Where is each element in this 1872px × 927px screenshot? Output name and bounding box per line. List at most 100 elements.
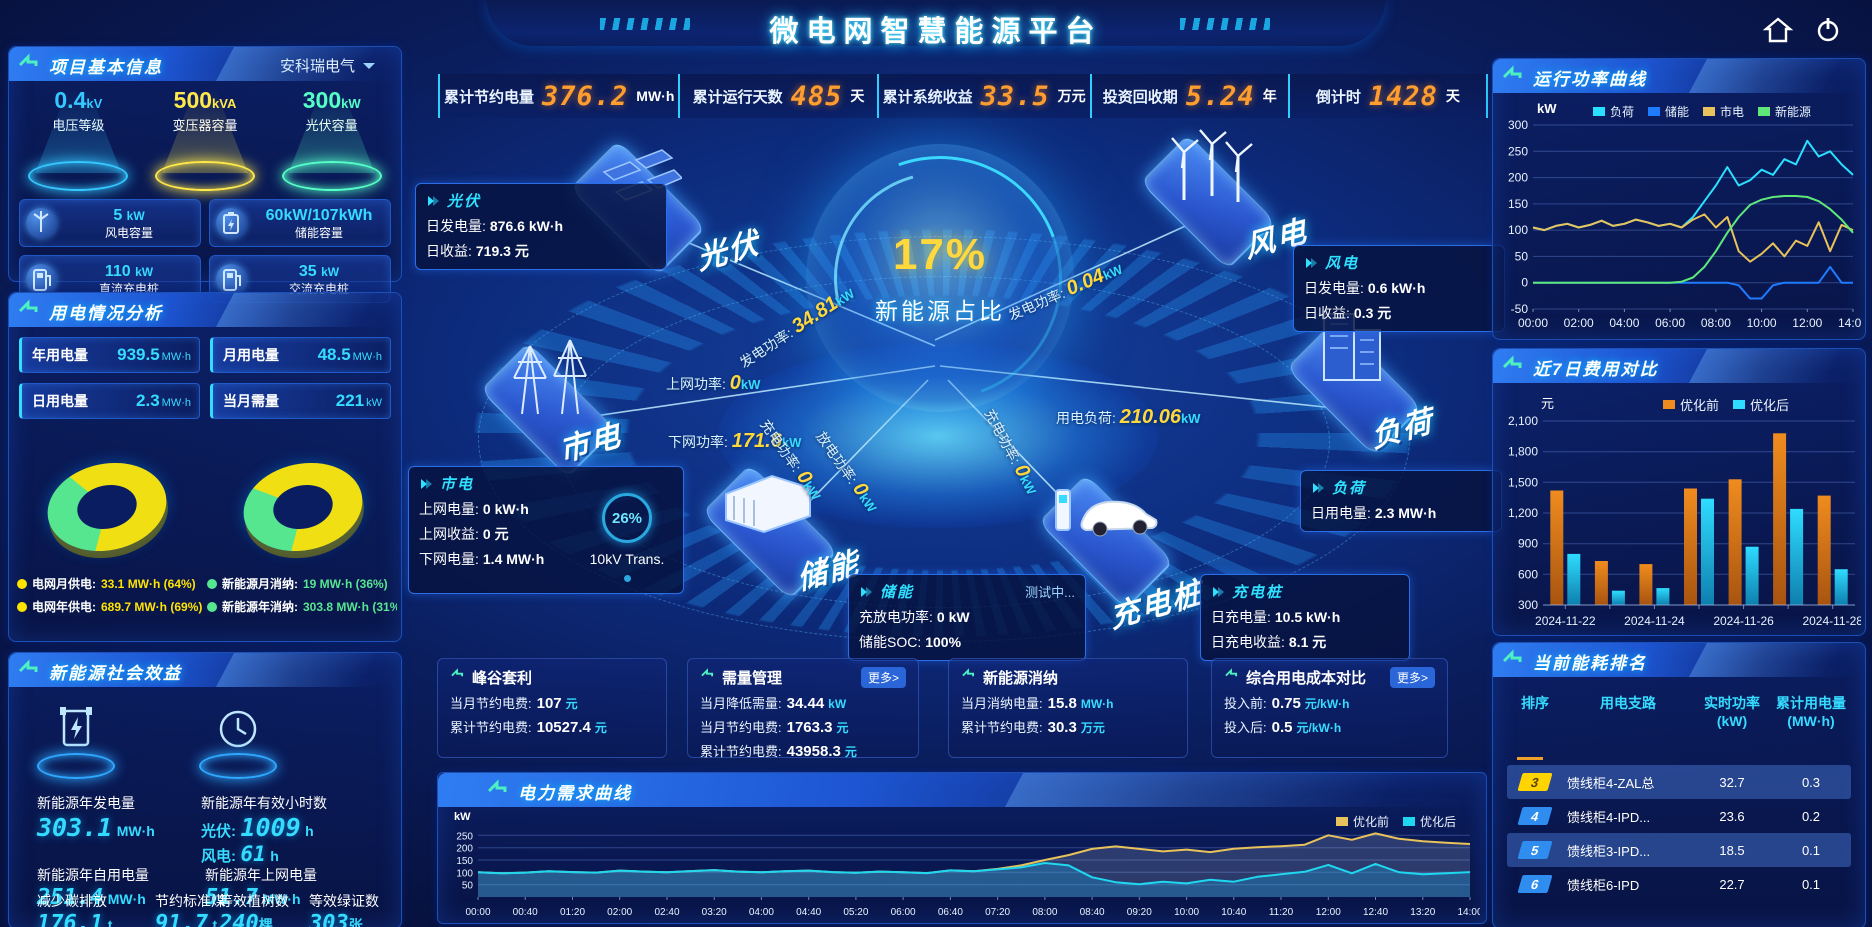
svg-text:00:00: 00:00 [465,907,490,918]
svg-text:04:00: 04:00 [749,907,774,918]
svg-text:1,500: 1,500 [1508,475,1538,489]
info-box-header: 充电桩 [1211,581,1399,602]
chevron-down-icon[interactable] [363,63,375,75]
status-tag: 测试中... [1025,585,1075,600]
stat-value: 2.3 MW·h [136,391,191,410]
panel-corner-icon [700,668,714,687]
info-box-title: 风电 [1325,255,1360,272]
svg-text:50: 50 [1515,249,1529,263]
benefit-metric: 节约标准煤 91.7 t [155,893,225,927]
panel-header: 项目基本信息 安科瑞电气 [9,47,401,81]
info-box-row: 日收益: 719.3 元 [426,243,529,259]
power-stat-chip: 当月需量 221 kW [210,383,391,419]
svg-text:06:00: 06:00 [1655,316,1685,330]
panel-corner-icon [18,299,38,313]
battery-icon [216,208,246,238]
rank-badge: 5 [1517,841,1553,859]
info-box-charger: 充电桩 日充电量: 10.5 kW·h 日充电收益: 8.1 元 [1200,574,1410,661]
total-energy: 0.3 [1801,774,1821,790]
panel-header: 运行功率曲线 [1493,59,1865,93]
chevron-right-icon [426,194,440,208]
panel-demand-curve: 电力需求曲线 kW 优化前 优化后 50 100 150 200 250 00:00 00:4… [437,772,1487,924]
svg-text:250: 250 [1508,144,1528,158]
table-row[interactable]: 4 馈线柜4-IPD... 23.6 0.2 [1507,799,1851,833]
table-row[interactable]: 3 馈线柜4-ZAL总 32.7 0.3 [1507,765,1851,799]
cone-label: 变压器容量 [172,118,238,133]
table-row[interactable]: 6 馈线柜6-IPD 22.7 0.1 [1507,867,1851,901]
branch-name: 馈线柜4-ZAL总 [1567,775,1655,791]
panel-title: 电力需求曲线 [518,784,632,803]
home-icon[interactable] [1762,14,1794,46]
transformer-widget: 26% 10kV Trans. [585,493,669,582]
chevron-right-icon [1311,481,1325,495]
stat-value: 221 kW [335,391,382,410]
legend-item: 市电 [1703,103,1744,120]
rank-column-header: 排序 [1521,695,1549,711]
panel-header: 当前能耗排名 [1493,643,1865,677]
info-box-header: 负荷 [1311,477,1491,498]
kpi-row: 当月节约电费: 107 元 [450,695,578,712]
svg-text:00:00: 00:00 [1518,316,1548,330]
power-icon[interactable] [1812,14,1844,46]
donut-cell [205,429,401,562]
rank-column-header: 累计用电量 (MW·h) [1776,695,1846,729]
svg-text:14:00: 14:00 [1838,316,1861,330]
svg-text:02:00: 02:00 [1564,316,1594,330]
info-box-row: 储能SOC: 100% [859,634,962,650]
cost-compare-chart: 300 600 900 1,200 1,500 1,800 2,100 2024-11-22 2… [1497,414,1863,634]
kpi-panel-header: 新能源消纳 [961,667,1175,688]
rank-badge: 4 [1517,807,1553,825]
info-box-row: 日发电量: 0.6 kW·h [1304,280,1426,296]
y-axis-label: kW [454,811,471,823]
svg-text:01:20: 01:20 [560,907,585,918]
company-selector[interactable]: 安科瑞电气 [279,58,355,75]
rank-badge: 3 [1517,773,1553,791]
ev-car-icon [1055,489,1158,537]
legend-label: 优化前 [1680,398,1720,413]
transformer-label: 10kV Trans. [589,551,665,567]
more-button[interactable]: 更多> [860,667,906,688]
total-energy: 0.1 [1801,876,1821,892]
stat-unit: 万元 [1057,88,1086,104]
total-energy: 0.2 [1801,808,1821,824]
legend-value: 689.7 MW·h (69%) [101,599,203,614]
cone-label: 光伏容量 [305,118,358,133]
svg-text:150: 150 [456,856,473,867]
legend-item: 新能源月消纳: 19 MW·h (36%) [207,575,397,592]
panel-energy-rank: 当前能耗排名 排序 用电支路 实时功率 (kW) 累计用电量 (MW·h) 3 馈线柜4-Z… [1492,642,1866,927]
svg-text:03:20: 03:20 [702,907,727,918]
y-axis-label: kW [1537,101,1557,116]
svg-text:150: 150 [1508,197,1528,211]
renewable-percent-label: 新能源占比 [875,298,1005,324]
kpi-panel: 需量管理 更多> 当月降低需量: 34.44 kW 当月节约电费: 1763.3 元累计节约电… [687,658,919,760]
svg-text:-50: -50 [1511,302,1529,316]
more-button[interactable]: 更多> [1389,667,1435,688]
table-row[interactable]: 5 馈线柜3-IPD... 18.5 0.1 [1507,833,1851,867]
svg-text:13:20: 13:20 [1410,907,1435,918]
panel-corner-icon [1224,668,1238,687]
demand-chart: 50 100 150 200 250 00:00 00:40 01:20 02:00 02:40 0… [444,817,1483,924]
capacity-box-text: 60kW/107kWh 储能容量 [265,206,373,240]
panel-title: 当前能耗排名 [1533,654,1647,673]
kpi-panel-title: 新能源消纳 [983,670,1059,687]
cone-value: 500kVA [173,87,237,113]
flow-grid-down: 下网功率: 171.6kW [668,430,802,452]
stat-label: 投资回收期 [1102,88,1178,106]
stat-label: 日用电量 [32,393,88,409]
rank-cell: 4 [1507,807,1563,825]
stat-unit: 天 [850,88,865,104]
stat-label: 累计节约电量 [444,88,535,106]
core-sphere: 17% 新能源占比 [777,115,1103,441]
legend-item: 负荷 [1593,103,1634,120]
svg-text:250: 250 [456,831,473,842]
svg-text:02:40: 02:40 [654,907,679,918]
panel-title: 运行功率曲线 [1533,70,1647,89]
panel-run-power: 运行功率曲线 kW 负荷 储能 市电 新能源 -50 0 50 100 150 200 250 30… [1492,58,1868,340]
svg-text:04:40: 04:40 [796,907,821,918]
info-box-row: 充放电功率: 0 kW [859,609,970,625]
svg-text:10:00: 10:00 [1174,907,1199,918]
stat-unit: 年 [1262,88,1277,104]
legend-swatch [1648,107,1661,116]
wind-icon [26,208,56,238]
kpi-panel: 新能源消纳 当月消纳电量: 15.8 MW·h 累计节约电费: 30.3 万元 [948,658,1188,758]
